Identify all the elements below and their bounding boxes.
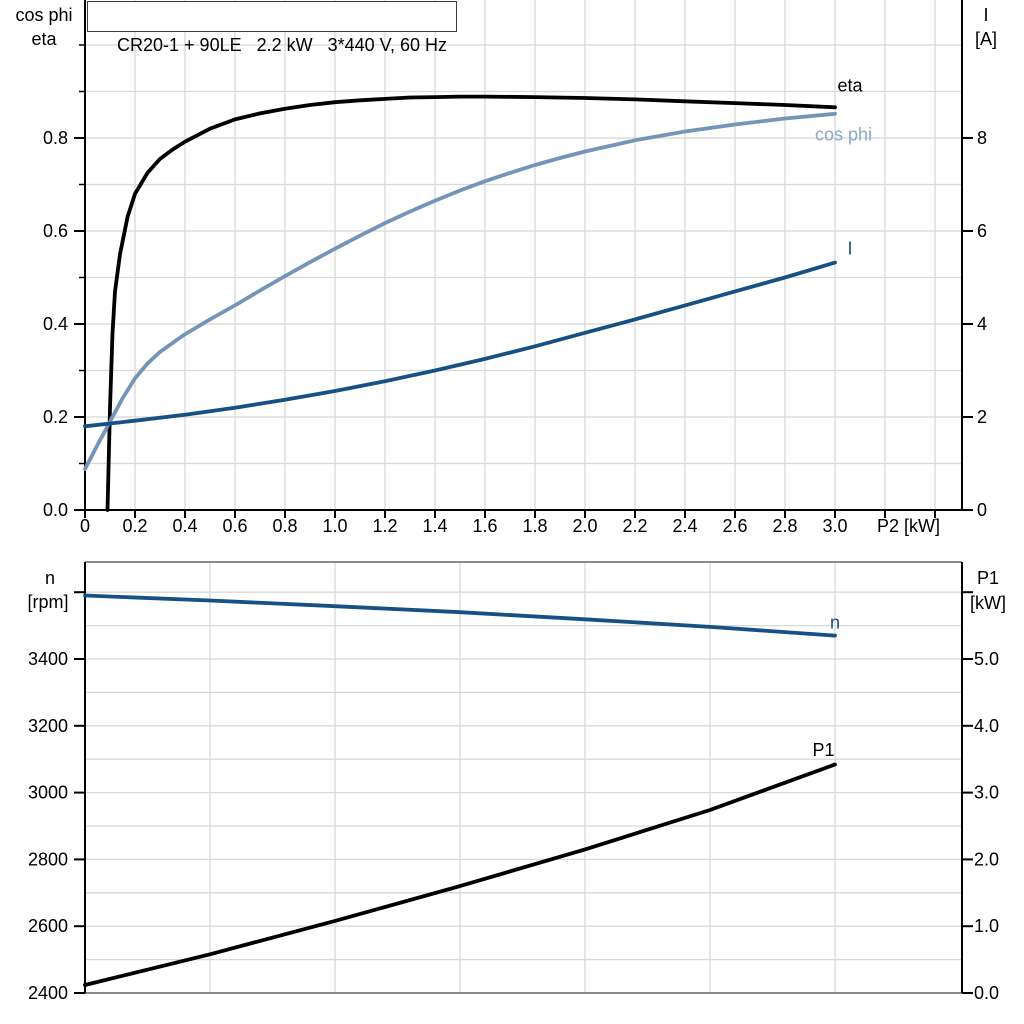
- series-curves: n P1: [83, 593, 840, 987]
- x-tick-label: 2.2: [622, 516, 647, 536]
- x-tick-label: 1.4: [422, 516, 447, 536]
- right-axis-title: I: [983, 5, 988, 25]
- eta-curve-label: eta: [838, 76, 864, 96]
- right-tick-label: 4.0: [974, 716, 999, 736]
- x-tick-label: 2.4: [672, 516, 697, 536]
- left-tick-label: 2400: [28, 983, 68, 1003]
- right-tick-label: 5.0: [974, 649, 999, 669]
- P1-curve-label: P1: [813, 740, 835, 760]
- x-tick-label: 1.0: [322, 516, 347, 536]
- right-tick-label: 0: [977, 500, 987, 520]
- cos-phi-curve-label: cos phi: [815, 124, 872, 144]
- left-tick-label: 3400: [28, 649, 68, 669]
- left-axis-title: eta: [31, 29, 57, 49]
- right-tick-label: 6: [977, 221, 987, 241]
- I-curve-label: I: [848, 238, 853, 258]
- bottom-chart: 2400 2600 2800 3000 3200 3400 0.0 1.0 2.0 3.0 4.0 5…: [27, 561, 1006, 1003]
- left-axis-title: n: [45, 568, 55, 588]
- gridlines: [85, 562, 962, 993]
- x-tick-label: 2.0: [572, 516, 597, 536]
- eta-curve: [105, 94, 837, 512]
- x-tick-label: 1.6: [472, 516, 497, 536]
- x-tick-label: 3.0: [822, 516, 847, 536]
- left-axis-title: [rpm]: [27, 592, 68, 612]
- right-tick-label: 2: [977, 407, 987, 427]
- axes: [74, 561, 973, 994]
- n-curve: [83, 593, 837, 638]
- right-axis-title: P1: [977, 568, 999, 588]
- x-tick-label: 2.8: [772, 516, 797, 536]
- left-tick-label: 3000: [28, 783, 68, 803]
- left-tick-label: 3200: [28, 716, 68, 736]
- x-tick-label: 2.6: [722, 516, 747, 536]
- right-tick-label: 0.0: [974, 983, 999, 1003]
- x-tick-label: 0.6: [222, 516, 247, 536]
- I-curve: [83, 260, 837, 429]
- x-tick-label: 0.8: [272, 516, 297, 536]
- top-chart: 0.0 0.2 0.4 0.6 0.8 0 2 4 6 8 0 0.2 0.4 0.6 0.8 1.0 1.2 1…: [15, 0, 997, 536]
- gridlines: [85, 0, 962, 510]
- x-tick-label: 0.4: [172, 516, 197, 536]
- right-tick-label: 3.0: [974, 783, 999, 803]
- x-axis-title: P2 [kW]: [877, 516, 940, 536]
- left-tick-label: 0.6: [43, 221, 68, 241]
- chart-title: CR20-1 + 90LE 2.2 kW 3*440 V, 60 Hz: [117, 35, 448, 55]
- left-tick-label: 0.8: [43, 128, 68, 148]
- right-axis-title: [kW]: [970, 593, 1006, 613]
- x-tick-label: 1.8: [522, 516, 547, 536]
- left-tick-label: 0.4: [43, 314, 68, 334]
- series-curves: eta cos phi I: [83, 76, 872, 512]
- x-tick-label: 1.2: [372, 516, 397, 536]
- right-axis-title: [A]: [975, 29, 997, 49]
- x-tick-label: 0: [80, 516, 90, 536]
- left-tick-label: 0.2: [43, 407, 68, 427]
- left-tick-label: 2800: [28, 849, 68, 869]
- x-tick-label: 0.2: [122, 516, 147, 536]
- P1-curve: [83, 762, 837, 987]
- right-tick-label: 1.0: [974, 916, 999, 936]
- right-tick-label: 2.0: [974, 849, 999, 869]
- right-tick-label: 8: [977, 128, 987, 148]
- right-tick-label: 4: [977, 314, 987, 334]
- chart-title-box: CR20-1 + 90LE 2.2 kW 3*440 V, 60 Hz: [87, 1, 458, 55]
- cos-phi-curve: [83, 111, 837, 472]
- left-axis-title: cos phi: [15, 5, 72, 25]
- left-tick-label: 0.0: [43, 500, 68, 520]
- left-tick-label: 2600: [28, 916, 68, 936]
- n-curve-label: n: [830, 612, 840, 632]
